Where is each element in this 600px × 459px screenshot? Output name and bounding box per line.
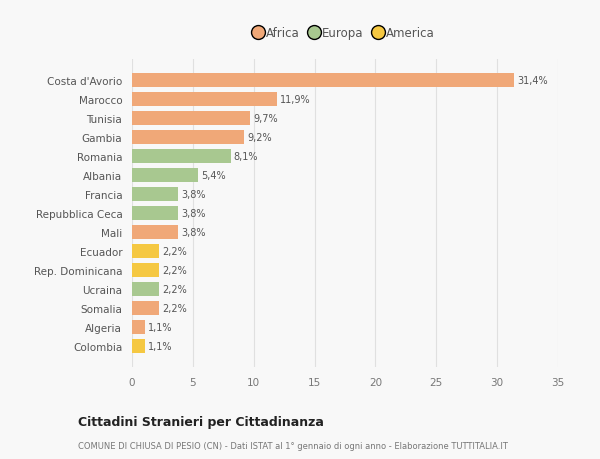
- Bar: [132, 339, 145, 353]
- Text: 31,4%: 31,4%: [517, 76, 548, 86]
- Text: 9,7%: 9,7%: [253, 114, 278, 123]
- Text: COMUNE DI CHIUSA DI PESIO (CN) - Dati ISTAT al 1° gennaio di ogni anno - Elabora: COMUNE DI CHIUSA DI PESIO (CN) - Dati IS…: [78, 441, 508, 450]
- Text: Cittadini Stranieri per Cittadinanza: Cittadini Stranieri per Cittadinanza: [78, 415, 324, 428]
- Bar: [132, 112, 250, 126]
- Text: 2,2%: 2,2%: [162, 303, 187, 313]
- Text: 3,8%: 3,8%: [181, 190, 206, 200]
- Text: 11,9%: 11,9%: [280, 95, 311, 105]
- Bar: [132, 93, 277, 107]
- Bar: [132, 225, 178, 240]
- Bar: [132, 263, 159, 277]
- Bar: [132, 130, 244, 145]
- Text: 2,2%: 2,2%: [162, 246, 187, 256]
- Text: 8,1%: 8,1%: [233, 151, 258, 162]
- Bar: [132, 168, 198, 183]
- Text: 2,2%: 2,2%: [162, 284, 187, 294]
- Bar: [132, 207, 178, 220]
- Bar: [132, 301, 159, 315]
- Text: 1,1%: 1,1%: [148, 322, 173, 332]
- Text: 3,8%: 3,8%: [181, 208, 206, 218]
- Text: 3,8%: 3,8%: [181, 227, 206, 237]
- Bar: [132, 282, 159, 297]
- Bar: [132, 150, 230, 164]
- Text: 2,2%: 2,2%: [162, 265, 187, 275]
- Text: 9,2%: 9,2%: [247, 133, 272, 143]
- Bar: [132, 320, 145, 334]
- Legend: Africa, Europa, America: Africa, Europa, America: [251, 22, 439, 45]
- Bar: [132, 244, 159, 258]
- Text: 1,1%: 1,1%: [148, 341, 173, 351]
- Bar: [132, 187, 178, 202]
- Text: 5,4%: 5,4%: [201, 171, 226, 180]
- Bar: [132, 73, 514, 88]
